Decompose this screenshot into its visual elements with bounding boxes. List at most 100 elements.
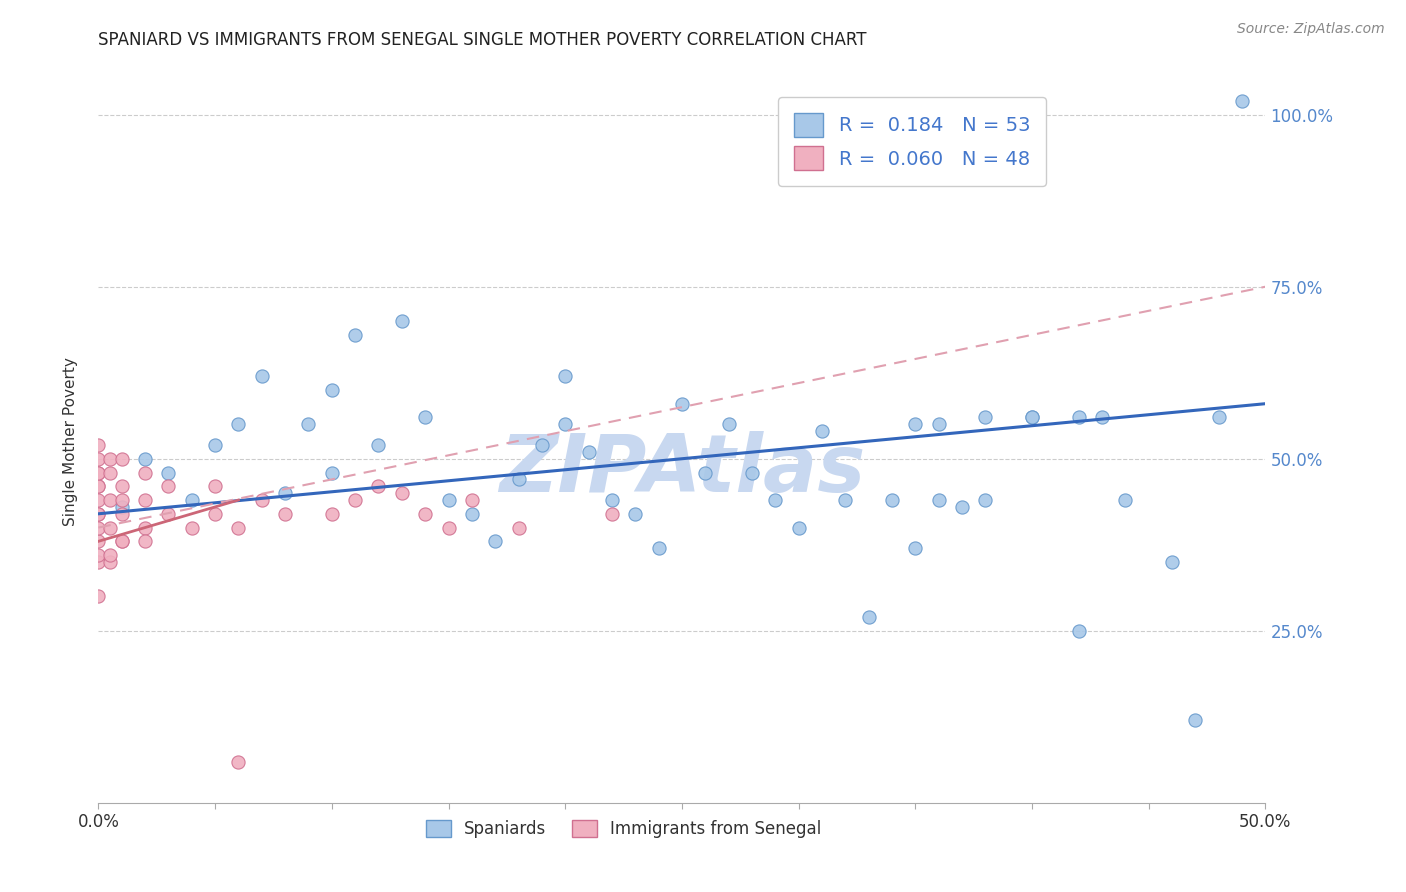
Point <box>98 493 121 508</box>
Point <box>1021 410 1043 425</box>
Point <box>1208 410 1230 425</box>
Point <box>600 493 623 508</box>
Point <box>321 507 343 521</box>
Point <box>1184 713 1206 727</box>
Point <box>180 520 202 534</box>
Point <box>554 369 576 384</box>
Point <box>344 327 367 342</box>
Point <box>624 507 647 521</box>
Point <box>157 466 180 480</box>
Point <box>98 548 121 562</box>
Point <box>111 534 134 549</box>
Point <box>134 466 156 480</box>
Point <box>1230 94 1253 108</box>
Point <box>391 486 413 500</box>
Point <box>974 410 997 425</box>
Point <box>763 493 786 508</box>
Point <box>508 472 530 486</box>
Point <box>98 520 121 534</box>
Text: Source: ZipAtlas.com: Source: ZipAtlas.com <box>1237 22 1385 37</box>
Point <box>554 417 576 432</box>
Point <box>717 417 740 432</box>
Point <box>87 548 110 562</box>
Point <box>367 438 389 452</box>
Point <box>530 438 553 452</box>
Point <box>134 534 156 549</box>
Point <box>250 493 273 508</box>
Point <box>228 520 250 534</box>
Point <box>87 534 110 549</box>
Point <box>111 451 134 466</box>
Point <box>98 555 121 569</box>
Point <box>1067 624 1090 638</box>
Point <box>391 314 413 328</box>
Point <box>111 500 134 514</box>
Point <box>228 417 250 432</box>
Point <box>484 534 506 549</box>
Point <box>787 520 810 534</box>
Point <box>974 493 997 508</box>
Point <box>157 479 180 493</box>
Point <box>508 520 530 534</box>
Legend: Spaniards, Immigrants from Senegal: Spaniards, Immigrants from Senegal <box>419 814 828 845</box>
Point <box>98 451 121 466</box>
Point <box>87 507 110 521</box>
Point <box>461 493 484 508</box>
Point <box>437 493 460 508</box>
Y-axis label: Single Mother Poverty: Single Mother Poverty <box>63 357 77 526</box>
Point <box>1091 410 1114 425</box>
Point <box>204 507 226 521</box>
Point <box>437 520 460 534</box>
Point <box>950 500 973 514</box>
Point <box>111 479 134 493</box>
Point <box>904 417 927 432</box>
Point <box>250 369 273 384</box>
Point <box>228 755 250 769</box>
Point <box>1114 493 1136 508</box>
Point <box>647 541 669 556</box>
Point <box>1021 410 1043 425</box>
Point <box>578 445 600 459</box>
Point <box>87 520 110 534</box>
Point <box>811 424 834 438</box>
Point <box>880 493 903 508</box>
Point <box>904 541 927 556</box>
Point <box>928 493 950 508</box>
Point <box>134 451 156 466</box>
Text: ZIPAtlas: ZIPAtlas <box>499 432 865 509</box>
Point <box>274 507 297 521</box>
Point <box>204 438 226 452</box>
Point <box>87 438 110 452</box>
Point <box>367 479 389 493</box>
Point <box>98 466 121 480</box>
Point <box>321 466 343 480</box>
Point <box>87 451 110 466</box>
Point <box>87 466 110 480</box>
Point <box>134 520 156 534</box>
Point <box>344 493 367 508</box>
Point <box>741 466 763 480</box>
Point <box>928 417 950 432</box>
Point <box>413 507 436 521</box>
Text: SPANIARD VS IMMIGRANTS FROM SENEGAL SINGLE MOTHER POVERTY CORRELATION CHART: SPANIARD VS IMMIGRANTS FROM SENEGAL SING… <box>98 31 868 49</box>
Point <box>111 534 134 549</box>
Point <box>413 410 436 425</box>
Point <box>111 507 134 521</box>
Point <box>204 479 226 493</box>
Point <box>87 507 110 521</box>
Point <box>671 397 693 411</box>
Point <box>111 493 134 508</box>
Point <box>834 493 856 508</box>
Point <box>297 417 319 432</box>
Point <box>695 466 717 480</box>
Point <box>87 590 110 604</box>
Point <box>180 493 202 508</box>
Point <box>461 507 484 521</box>
Point <box>1161 555 1184 569</box>
Point <box>274 486 297 500</box>
Point <box>87 479 110 493</box>
Point <box>87 555 110 569</box>
Point <box>134 493 156 508</box>
Point <box>157 507 180 521</box>
Point <box>1067 410 1090 425</box>
